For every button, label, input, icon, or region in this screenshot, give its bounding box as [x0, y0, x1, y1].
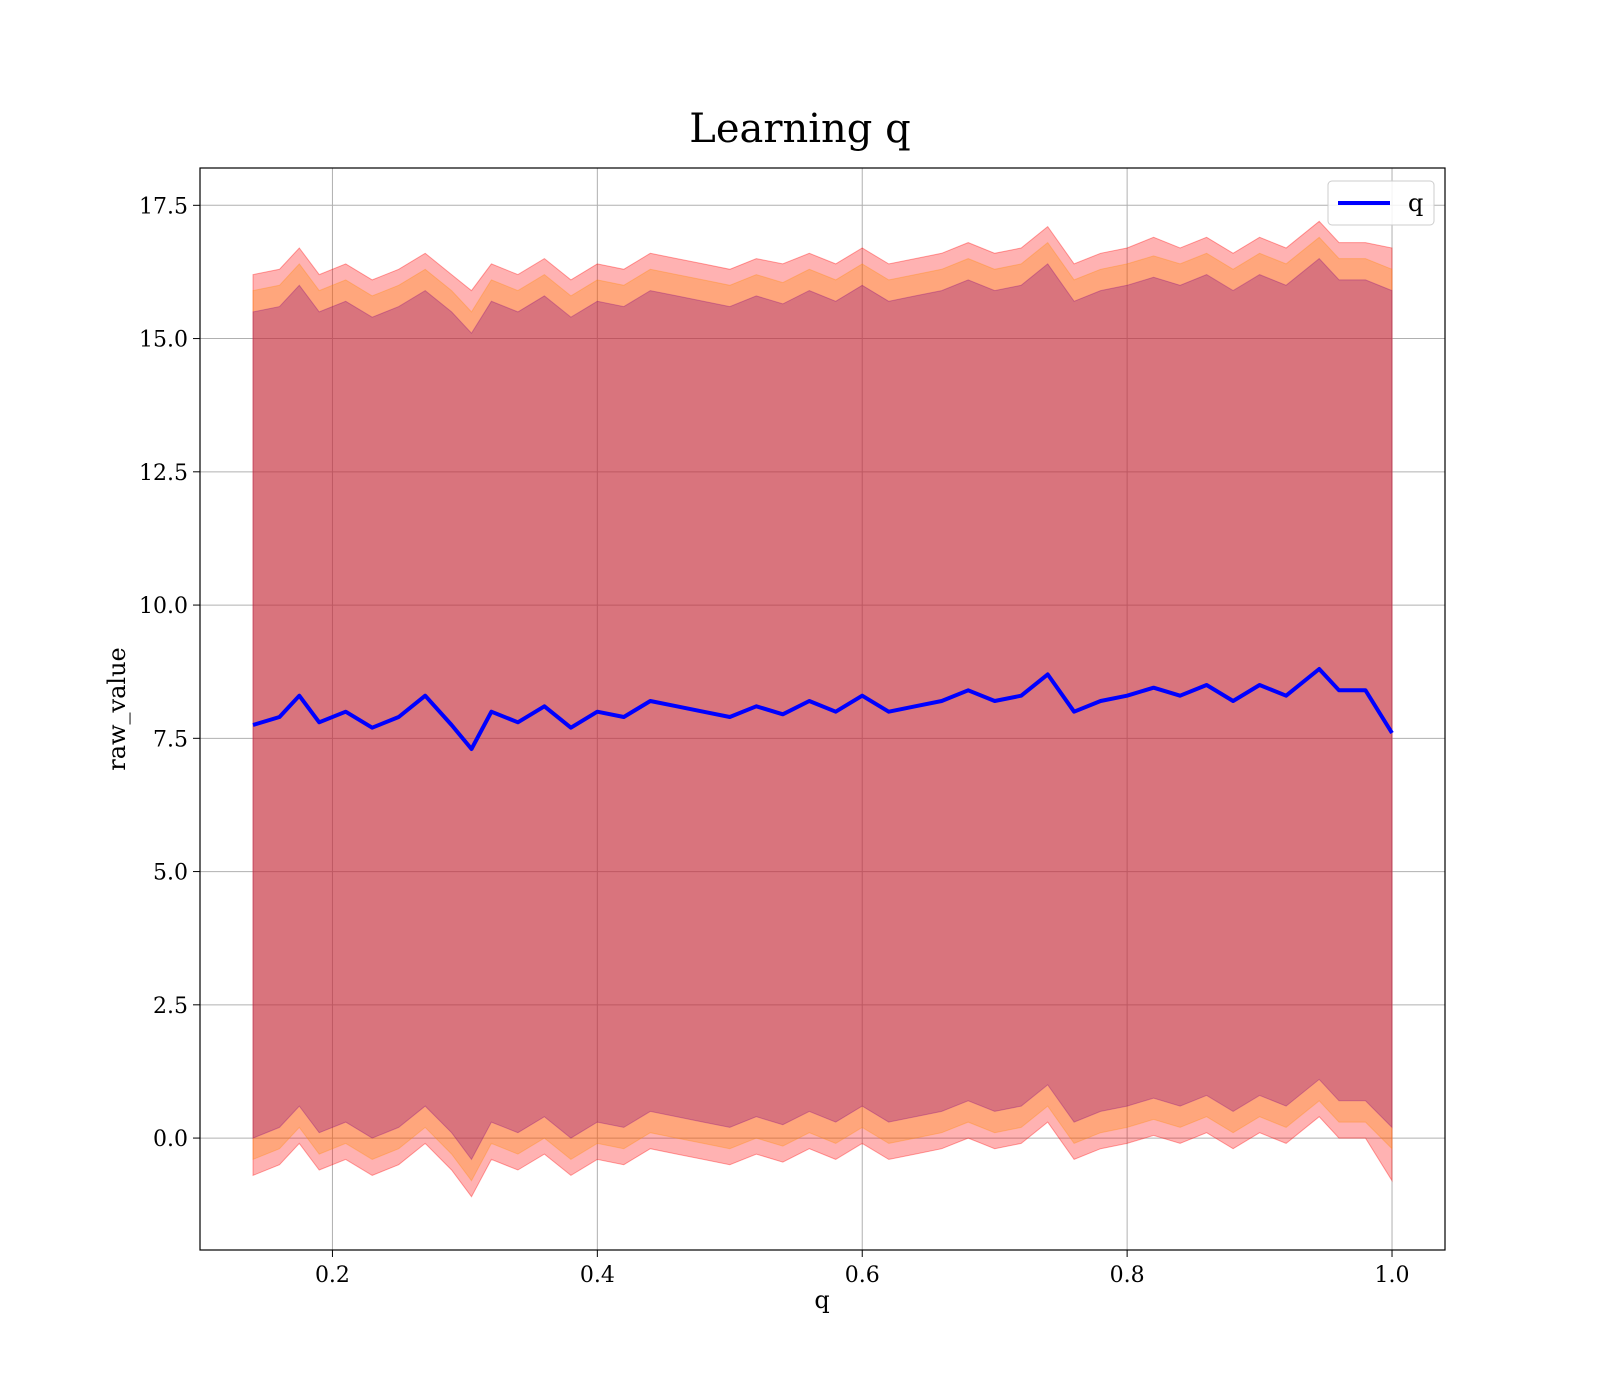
- x-axis-label: q: [814, 1286, 829, 1314]
- y-tick-label: 5.0: [153, 861, 188, 886]
- chart-title: Learning q: [689, 106, 910, 152]
- x-tick-label: 0.6: [845, 1263, 880, 1288]
- y-axis-label: raw_value: [103, 647, 131, 771]
- inner-band: [252, 257, 1393, 1161]
- x-tick-label: 1.0: [1375, 1263, 1410, 1288]
- y-tick-label: 12.5: [139, 461, 188, 486]
- x-tick-label: 0.2: [315, 1263, 350, 1288]
- y-axis-ticks: 0.0 2.5 5.0 7.5 10.0 12.5 15.0 17.5: [139, 194, 200, 1152]
- y-tick-label: 0.0: [153, 1127, 188, 1152]
- x-axis-ticks: 0.2 0.4 0.6 0.8 1.0: [315, 1250, 1410, 1288]
- confidence-bands: [252, 220, 1393, 1198]
- x-tick-label: 0.8: [1110, 1263, 1145, 1288]
- y-tick-label: 7.5: [153, 727, 188, 752]
- x-tick-label: 0.4: [580, 1263, 615, 1288]
- grid: [200, 168, 1445, 1250]
- plot-frame: [199, 167, 1446, 1251]
- legend: q: [1327, 180, 1435, 226]
- y-tick-label: 15.0: [139, 328, 188, 353]
- y-tick-label: 2.5: [153, 994, 188, 1019]
- y-tick-label: 17.5: [139, 194, 188, 219]
- series-line-q: [252, 667, 1394, 751]
- y-tick-label: 10.0: [139, 594, 188, 619]
- series-lines: [252, 667, 1394, 751]
- legend-label-q: q: [1408, 189, 1423, 217]
- middle-band: [252, 236, 1393, 1182]
- outer-band: [252, 220, 1393, 1198]
